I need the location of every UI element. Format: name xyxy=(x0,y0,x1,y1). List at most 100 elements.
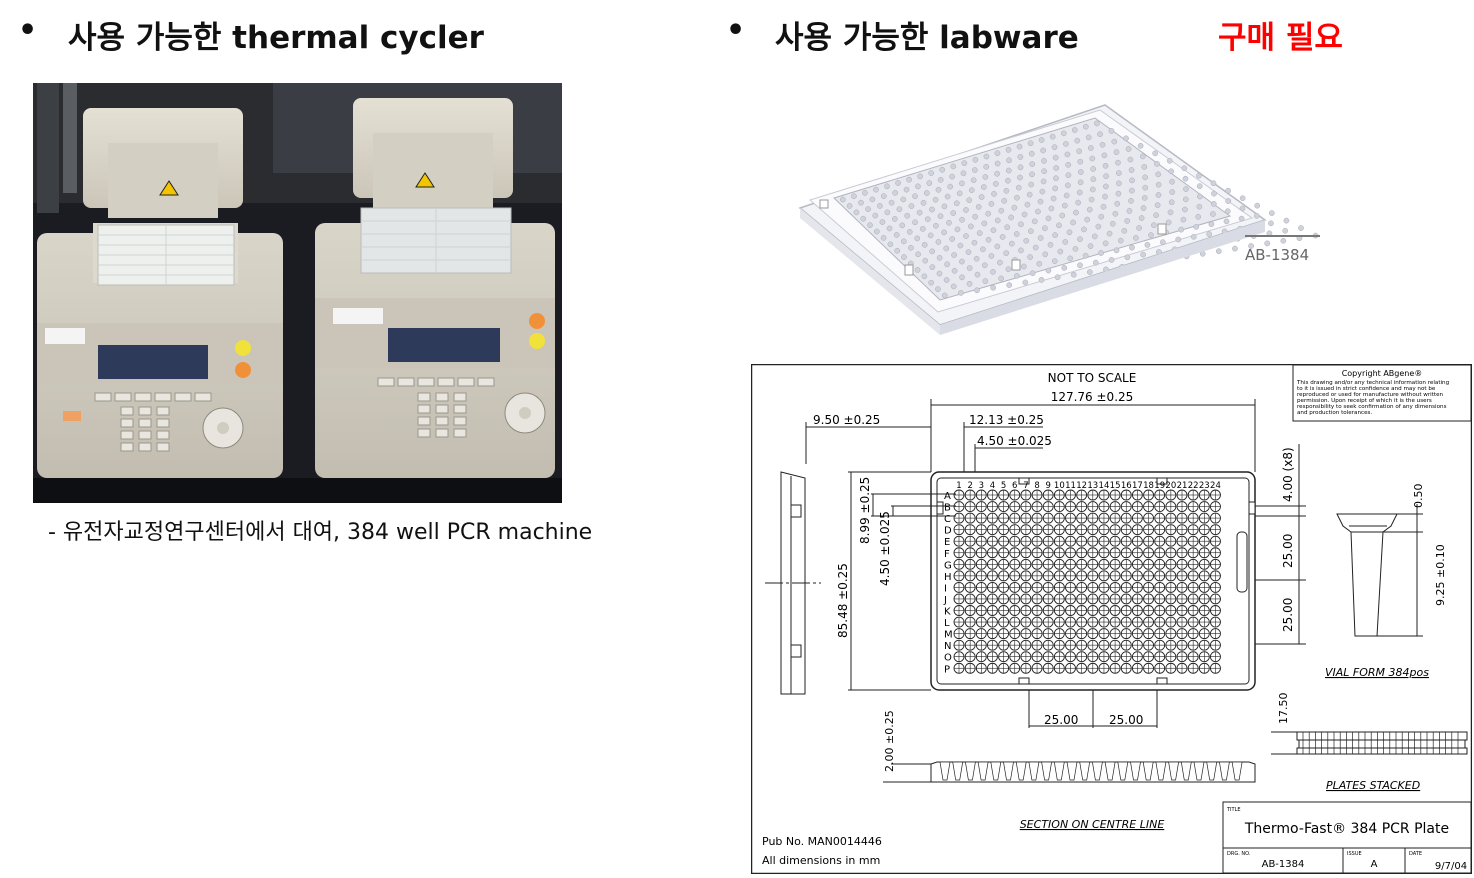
section-well xyxy=(1180,761,1192,781)
plate-well xyxy=(991,191,997,197)
plate-well xyxy=(1129,177,1135,184)
plate-well xyxy=(1065,182,1071,189)
plate-wells xyxy=(839,120,1319,299)
plate-well xyxy=(973,255,980,262)
drg-no-value: AB-1384 xyxy=(1262,859,1305,870)
vial-form-detail xyxy=(1336,504,1423,637)
plate-well xyxy=(886,225,893,232)
plate-well xyxy=(1232,245,1238,252)
section-well xyxy=(1130,761,1141,781)
plate-well xyxy=(1165,219,1172,226)
plate-well xyxy=(1018,247,1024,254)
plate-well xyxy=(1076,189,1083,196)
plate-well xyxy=(1036,260,1043,267)
plate-well xyxy=(1038,137,1045,143)
plate-well xyxy=(1057,248,1064,255)
svg-text:permission. Upon receipt of wh: permission. Upon receipt of which it is … xyxy=(1297,398,1432,404)
plate-well xyxy=(1183,186,1189,192)
dim-25-00-v2: 25.00 xyxy=(1281,598,1295,632)
section-well xyxy=(1104,761,1116,781)
plate-well xyxy=(1051,144,1058,151)
plate-well xyxy=(959,274,965,281)
plate-well xyxy=(1005,266,1012,273)
plate-well xyxy=(980,246,986,253)
plate-well xyxy=(919,225,926,232)
plate-well xyxy=(951,267,958,274)
plate-well xyxy=(1004,224,1011,231)
plate-well xyxy=(985,210,992,217)
plate-well xyxy=(1076,148,1082,155)
section-well xyxy=(1231,761,1243,781)
plate-well xyxy=(1086,206,1093,213)
plate-well xyxy=(1022,279,1029,286)
plate-well xyxy=(1103,183,1109,190)
plate-well xyxy=(1077,179,1084,186)
plate-well xyxy=(921,242,928,248)
plate-well xyxy=(1100,203,1107,210)
plate-well xyxy=(998,207,1005,214)
plate-well xyxy=(880,235,887,241)
plate-well xyxy=(1047,241,1054,248)
plate-well xyxy=(990,227,997,234)
plate-well xyxy=(929,248,936,255)
plate-well xyxy=(1124,218,1131,224)
date-value: 9/7/04 xyxy=(1435,861,1467,872)
plate-well xyxy=(1197,193,1203,200)
plate-well xyxy=(1042,225,1048,232)
section-well xyxy=(1206,761,1218,781)
dim-4-00: 4.00 (x8) xyxy=(1281,447,1295,502)
plate-well xyxy=(1065,172,1072,179)
row-label: A xyxy=(944,491,951,502)
column-label: 19 xyxy=(1154,481,1165,491)
row-label: G xyxy=(944,560,952,571)
svg-text:responsibility to seek confirm: responsibility to seek confirmation of a… xyxy=(1297,404,1447,410)
section-well xyxy=(1028,761,1040,781)
plate-well xyxy=(1013,231,1020,237)
plate-well xyxy=(908,244,914,251)
plate-well xyxy=(1196,203,1203,210)
plate-well xyxy=(1155,192,1162,198)
plate-well xyxy=(916,209,923,216)
plate-well xyxy=(1070,271,1077,278)
plate-well xyxy=(1066,229,1073,236)
plate-well xyxy=(1064,151,1071,158)
plate-well xyxy=(1052,185,1058,192)
column-label: 20 xyxy=(1165,481,1176,491)
plate-well xyxy=(901,254,907,260)
plate-well xyxy=(1253,213,1260,219)
plate-well xyxy=(1193,224,1200,230)
plate-well xyxy=(1128,187,1135,194)
column-label: 9 xyxy=(1045,481,1050,491)
column-labels: 1 2 3 4 5 6 7 8 9 10 11 12 13 14 15 16 17 18 19 20 21 22 23 24 xyxy=(956,481,1221,491)
plate-well xyxy=(946,219,952,226)
plate-well xyxy=(950,283,957,290)
plate-well xyxy=(927,232,934,239)
plate-well xyxy=(1053,175,1059,182)
section-well xyxy=(1193,761,1205,781)
plate-well xyxy=(981,262,988,269)
plate-well xyxy=(1063,141,1069,147)
plate-well xyxy=(1062,239,1069,245)
plate-well xyxy=(990,284,996,291)
plate-well xyxy=(1180,216,1187,223)
plate-well xyxy=(906,229,913,235)
plate-well xyxy=(1089,186,1096,193)
section-well xyxy=(964,761,976,781)
plate-well xyxy=(1077,158,1084,165)
plate-well xyxy=(1077,262,1083,269)
plate-well xyxy=(1090,166,1097,172)
plate-well xyxy=(994,160,1001,167)
plate-well xyxy=(998,275,1004,282)
units-note: All dimensions in mm xyxy=(762,854,880,867)
plate-well xyxy=(950,210,957,216)
row-label: C xyxy=(944,514,951,525)
plate-well xyxy=(922,257,929,264)
plate-well xyxy=(1126,208,1133,214)
plate-well xyxy=(1070,219,1076,226)
plate-well xyxy=(914,267,921,273)
plate-well xyxy=(865,206,871,212)
plate-well xyxy=(1280,237,1287,244)
svg-text:to it is issued in strict conf: to it is issued in strict confidence and… xyxy=(1297,386,1436,392)
date-label: DATE xyxy=(1409,851,1422,857)
plate-well xyxy=(1196,172,1202,179)
